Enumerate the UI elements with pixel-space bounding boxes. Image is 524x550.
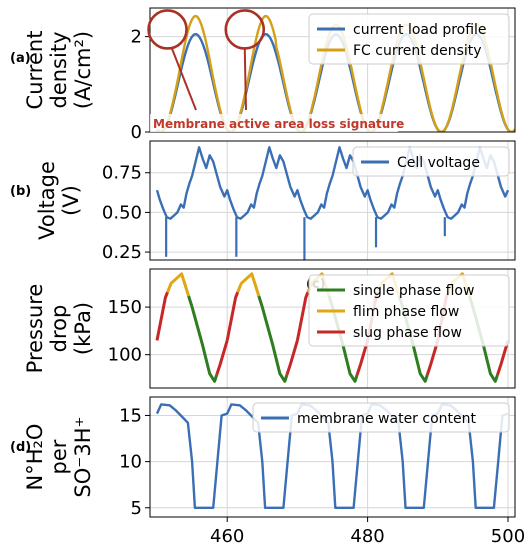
annotation-bg: [150, 114, 398, 132]
y-axis-label: per: [47, 439, 71, 474]
x-tick-label: 500: [491, 526, 524, 547]
y-axis-label: (kPa): [71, 302, 95, 355]
y-tick-label: 10: [119, 452, 142, 473]
legend-box: [252, 402, 510, 433]
y-axis-label: Voltage: [35, 161, 59, 240]
panel-letter: (a): [10, 51, 31, 66]
legend-entry: membrane water content: [297, 411, 476, 427]
y-axis-label: drop: [47, 305, 71, 353]
y-axis-label: density: [47, 32, 71, 109]
legend-entry: current load profile: [353, 22, 487, 38]
y-tick-label: 5: [131, 498, 142, 519]
y-axis-label: (V): [59, 185, 83, 216]
flow-segment: [155, 291, 169, 341]
annotation-circle: [147, 9, 188, 50]
x-tick-label: 460: [210, 526, 244, 547]
y-tick-label: 0.25: [102, 242, 142, 263]
flow-segment: [425, 339, 440, 376]
x-tick-label: 480: [350, 526, 384, 547]
legend-box: [352, 146, 510, 177]
legend: single phase flow flim phase flow slug pha…: [308, 274, 510, 347]
flow-segment: [496, 339, 510, 376]
legend: membrane water content: [252, 402, 510, 433]
legend-entry: FC current density: [353, 43, 482, 59]
y-tick-label: 0.75: [102, 163, 142, 184]
flow-segment: [236, 272, 261, 297]
y-tick-label: 15: [119, 405, 142, 426]
legend-box: [308, 274, 510, 347]
legend-entry: single phase flow: [353, 283, 474, 299]
y-axis-label: N°H₂O: [23, 424, 47, 491]
panel-letter: (b): [10, 184, 31, 199]
panel-b: 0.25 0.50 0.75 Voltage (V) (b) Cell voltage: [10, 140, 516, 263]
axes-frame: [149, 396, 516, 518]
flow-segment: [215, 339, 229, 376]
legend-entry: Cell voltage: [397, 155, 480, 171]
legend-entry: flim phase flow: [353, 304, 459, 320]
legend: Cell voltage: [352, 146, 510, 177]
legend-entry: slug phase flow: [353, 325, 462, 341]
y-axis-label: SO⁻3H⁺: [71, 416, 95, 497]
y-tick-label: 2: [131, 27, 142, 48]
flow-segment: [225, 291, 240, 341]
annotation: Membrane active area loss signature: [147, 9, 404, 132]
annotation-arrow: [170, 47, 197, 111]
flow-segment: [166, 272, 191, 297]
axes-frame: [149, 268, 516, 389]
y-tick-label: 100: [108, 345, 142, 366]
legend-box: [308, 13, 510, 65]
flow-segment: [187, 295, 219, 383]
panel-a: 0 2 Current density (A/cm²) (a) current load p…: [10, 7, 516, 143]
y-tick-label: 0: [131, 122, 142, 143]
flow-segment: [285, 339, 299, 376]
flow-segment: [257, 295, 289, 383]
plot-area: [155, 146, 510, 260]
y-tick-label: 150: [108, 297, 142, 318]
axes-frame: [149, 140, 516, 261]
annotation-arrow: [243, 48, 247, 111]
y-axis-label: Current: [23, 31, 47, 110]
legend: current load profile FC current density: [308, 13, 510, 65]
panel-letter: (d): [10, 440, 31, 455]
flow-segment: [355, 339, 370, 376]
series-line-cell-voltage: [155, 146, 510, 220]
flow-segment: [295, 291, 310, 341]
annotation-text: Membrane active area loss signature: [153, 117, 404, 131]
panel-d: 5 10 15 N°H₂O per SO⁻3H⁺ (d) membrane water con…: [10, 396, 524, 547]
y-axis-label: Pressure: [23, 284, 47, 374]
y-axis-label: (A/cm²): [71, 31, 95, 109]
y-tick-label: 0.50: [102, 202, 142, 223]
